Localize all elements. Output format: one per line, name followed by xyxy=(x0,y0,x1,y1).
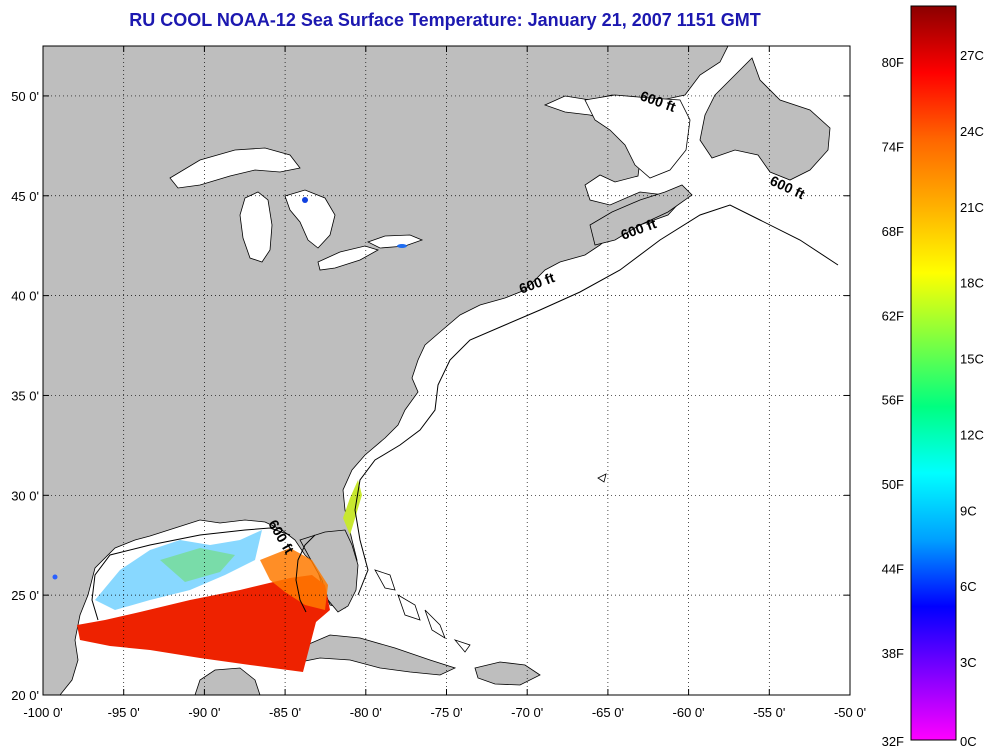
colorbar-f-label: 32F xyxy=(882,734,904,749)
lake-superior xyxy=(169,147,301,189)
lon-tick-label: -55 0' xyxy=(753,705,785,720)
lon-tick-label: -60 0' xyxy=(673,705,705,720)
lat-tick-label: 25 0' xyxy=(11,588,39,603)
colorbar-c-label: 3C xyxy=(960,655,977,670)
lat-tick-label: 50 0' xyxy=(11,89,39,104)
lon-tick-label: -85 0' xyxy=(269,705,301,720)
colorbar-f-label: 68F xyxy=(882,224,904,239)
colorbar-c-label: 9C xyxy=(960,503,977,518)
sst-swath-orange xyxy=(260,548,328,610)
colorbar-c-label: 0C xyxy=(960,734,977,749)
colorbar: 80F 74F 68F 62F 56F 50F 44F 38F 32F 27C 24C 21C 18C 1… xyxy=(882,5,984,749)
colorbar-c-label: 15C xyxy=(960,352,984,367)
lon-tick-label: -75 0' xyxy=(430,705,462,720)
lon-tick-label: -50 0' xyxy=(834,705,866,720)
map-title: RU COOL NOAA-12 Sea Surface Temperature:… xyxy=(129,10,761,30)
isobath-600ft xyxy=(354,204,839,596)
lat-tick-label: 35 0' xyxy=(11,388,39,403)
lake-huron xyxy=(284,189,336,249)
colorbar-f-label: 50F xyxy=(882,477,904,492)
bahamas-islands xyxy=(374,473,607,653)
colorbar-f-label: 56F xyxy=(882,393,904,408)
lake-ontario xyxy=(366,234,424,249)
colorbar-c-label: 27C xyxy=(960,48,984,63)
graticule xyxy=(43,46,850,695)
colorbar-f-label: 80F xyxy=(882,55,904,70)
land-hispaniola xyxy=(474,661,541,686)
map-axes: -100 0' -95 0' -90 0' -85 0' -80 0' -75 0' -70… xyxy=(11,46,866,720)
lat-tick-label: 40 0' xyxy=(11,289,39,304)
lat-tick-label: 45 0' xyxy=(11,189,39,204)
lon-tick-label: -90 0' xyxy=(188,705,220,720)
lon-tick-label: -65 0' xyxy=(592,705,624,720)
lon-tick-label: -70 0' xyxy=(511,705,543,720)
lon-tick-label: -100 0' xyxy=(23,705,62,720)
lat-tick-label: 20 0' xyxy=(11,688,39,703)
colorbar-f-label: 62F xyxy=(882,308,904,323)
colorbar-c-label: 21C xyxy=(960,200,984,215)
lake-erie xyxy=(317,245,380,271)
colorbar-c-label: 24C xyxy=(960,124,984,139)
colorbar-f-label: 74F xyxy=(882,139,904,154)
lat-tick-label: 30 0' xyxy=(11,488,39,503)
lake-patch xyxy=(397,244,407,248)
land-nova-scotia xyxy=(589,184,693,246)
lake-patch xyxy=(302,197,308,203)
colorbar-f-label: 38F xyxy=(882,646,904,661)
colorbar-c-label: 18C xyxy=(960,276,984,291)
colorbar-f-label: 44F xyxy=(882,562,904,577)
lon-tick-label: -80 0' xyxy=(350,705,382,720)
colorbar-c-label: 12C xyxy=(960,427,984,442)
land-yucatan xyxy=(194,667,261,695)
isobath-600ft-gulf xyxy=(91,527,316,621)
lon-tick-label: -95 0' xyxy=(108,705,140,720)
land-newfoundland xyxy=(699,57,831,181)
colorbar-scale xyxy=(910,5,957,741)
sst-swath-green xyxy=(160,548,235,582)
land-cuba xyxy=(294,634,457,676)
gulf-st-lawrence xyxy=(584,94,691,179)
colorbar-c-label: 6C xyxy=(960,579,977,594)
lake-patch xyxy=(52,574,58,580)
sst-swath-warm xyxy=(77,575,330,672)
